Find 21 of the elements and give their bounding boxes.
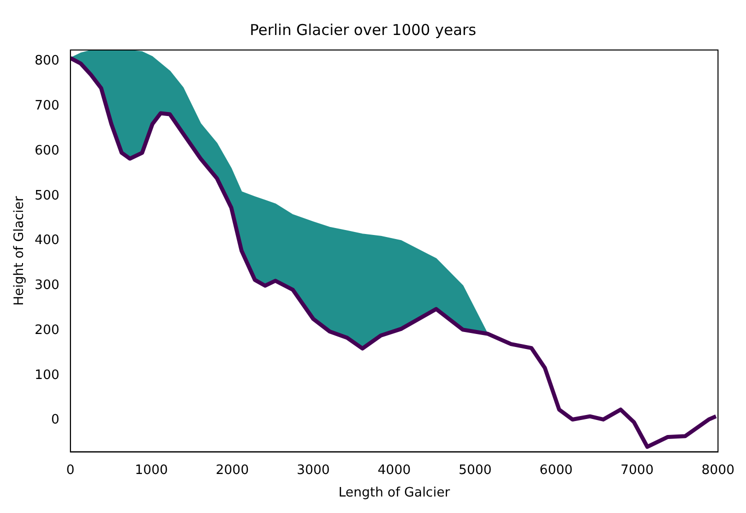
y-tick-label: 300	[34, 278, 60, 294]
x-tick-label: 3000	[296, 462, 330, 478]
x-tick-label: 4000	[378, 462, 411, 478]
y-tick-label: 500	[34, 188, 60, 204]
x-tick-label: 6000	[540, 462, 573, 478]
y-tick-label: 700	[34, 98, 60, 114]
x-tick-label: 8000	[701, 462, 735, 478]
x-tick-label: 2000	[216, 462, 249, 478]
y-tick-label: 100	[34, 368, 60, 383]
y-tick-label: 200	[34, 322, 60, 338]
x-axis-title: Length of Galcier	[338, 486, 451, 501]
y-tick-label: 800	[34, 54, 60, 69]
y-tick-label: 400	[34, 233, 60, 248]
x-tick-label: 1000	[134, 462, 168, 478]
x-tick-label: 5000	[458, 462, 492, 478]
x-tick-label: 0	[66, 462, 75, 478]
chart-title: Perlin Glacier over 1000 years	[250, 20, 476, 39]
y-tick-label: 0	[51, 412, 60, 428]
y-tick-label: 600	[34, 143, 60, 158]
x-tick-label: 7000	[620, 462, 654, 478]
y-axis-title: Height of Glacier	[12, 195, 28, 306]
